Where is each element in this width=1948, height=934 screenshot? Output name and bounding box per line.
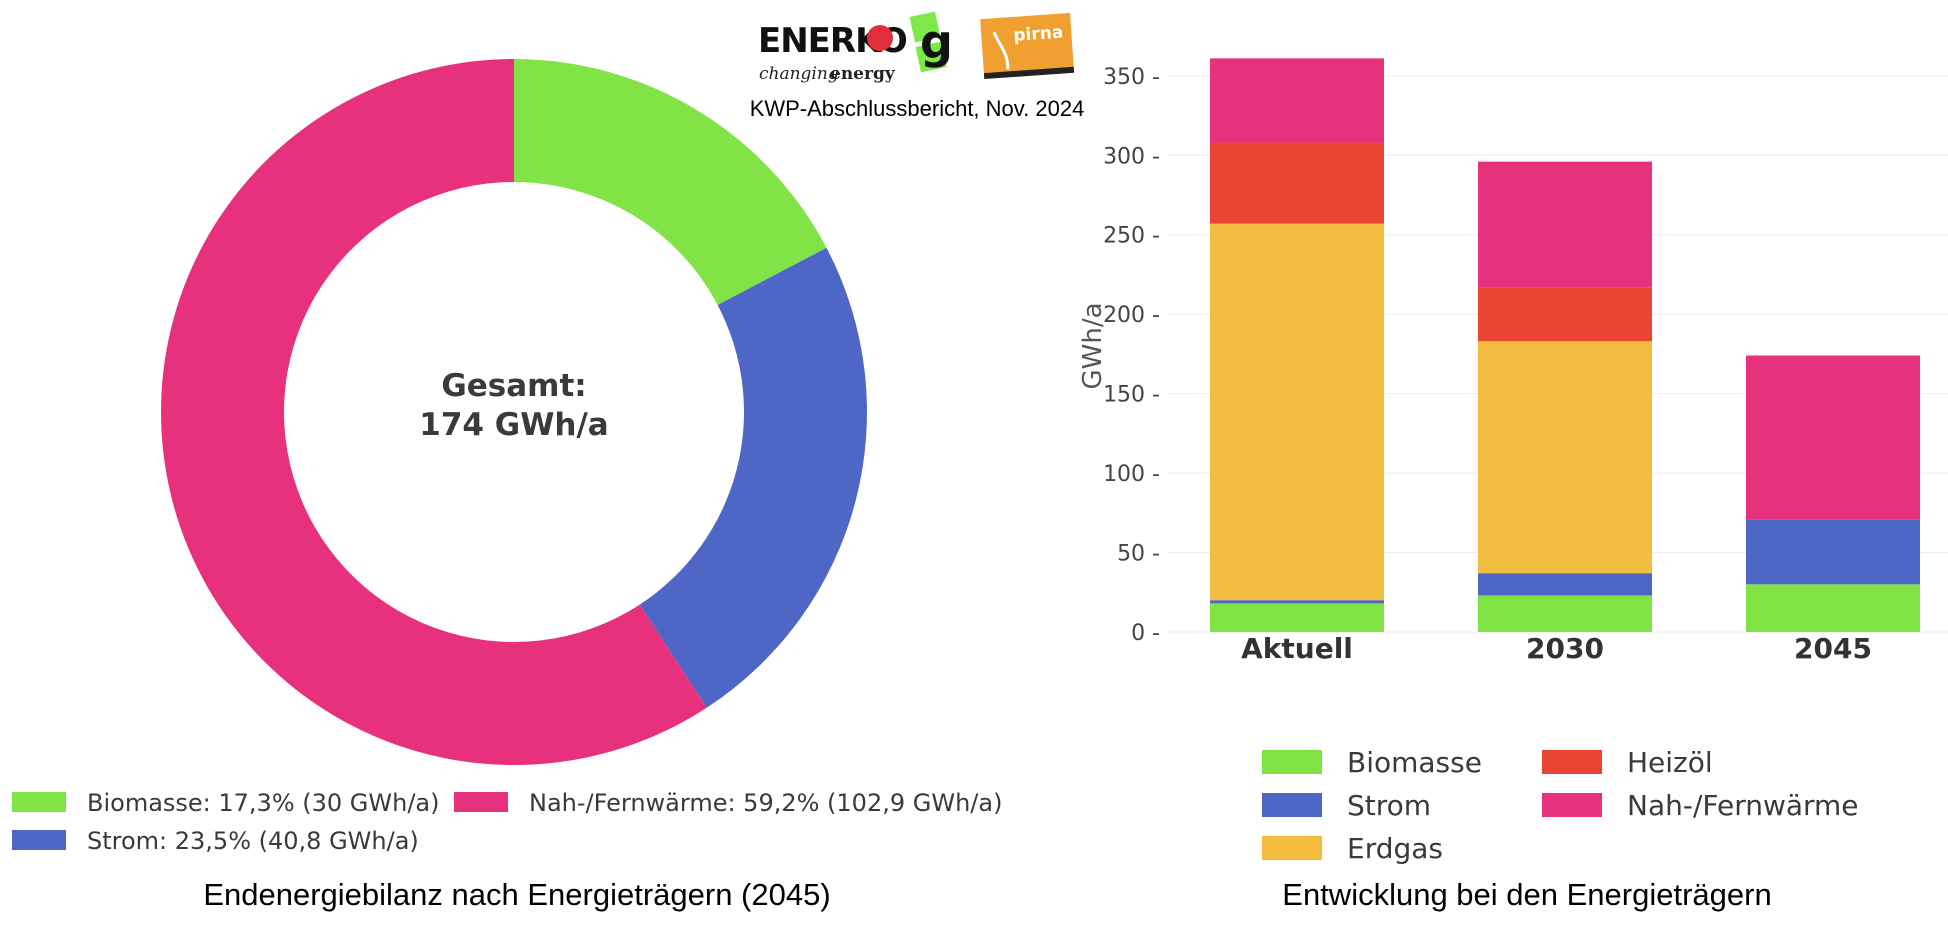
donut-slice-fernwaerme [160,59,707,765]
bar-segment-biomasse [1746,584,1920,632]
y-tick-label: 50 - [1117,542,1160,567]
bar-segment-erdgas [1478,341,1652,574]
y-tick-label: 150 - [1103,383,1160,408]
bar-legend-label-biomasse: Biomasse [1347,746,1482,779]
y-tick-label: 300 - [1103,144,1160,169]
bar-segment-fernwaerme [1478,161,1652,288]
y-tick-label: 100 - [1103,462,1160,487]
x-category-label: 2030 [1526,632,1604,665]
donut-center-label-1: Gesamt: [441,368,586,404]
bar-segment-fernwaerme [1746,355,1920,520]
bar-segment-biomasse [1478,595,1652,632]
bar-segment-biomasse [1210,603,1384,632]
bar-segment-heizoel [1478,287,1652,342]
pirna-logo: pirna [980,12,1075,80]
bar-legend-swatch-strom [1262,793,1322,817]
x-category-label: Aktuell [1241,632,1353,665]
donut-chart [160,59,867,765]
donut-center-label-2: 174 GWh/a [419,407,608,443]
x-category-label: 2045 [1794,632,1872,665]
bar-segment-strom [1210,600,1384,604]
enerko-logo-dot [867,25,893,51]
donut-slice-biomasse [514,59,827,306]
y-tick-label: 200 - [1103,303,1160,328]
donut-caption: Endenergiebilanz nach Energieträgern (20… [203,877,830,912]
pirna-logo-bar [983,66,1075,80]
bar-segment-heizoel [1210,142,1384,224]
y-tick-label: 250 - [1103,224,1160,249]
legend-swatch-strom [12,830,66,850]
pirna-logo-text: pirna [1013,22,1064,45]
bar-chart-categories: Aktuell 2030 2045 [1241,632,1872,665]
bar-chart-caption: Entwicklung bei den Energieträgern [1282,877,1771,912]
bar-legend-swatch-biomasse [1262,750,1322,774]
enerko-logo: ENERKO changing energy [758,21,908,84]
bar-segment-strom [1746,519,1920,585]
bar-legend: Biomasse Strom Erdgas Heizöl Nah-/Fernwä… [1262,746,1859,865]
g-logo: g [909,11,953,73]
g-logo-square-1 [909,11,941,43]
g-logo-square-2 [915,41,947,73]
bar-segment-fernwaerme [1210,58,1384,143]
y-tick-label: 0 - [1131,621,1160,646]
bar-chart-y-ticks: 0 - 50 - 100 - 150 - 200 - 250 - 300 - 350 - [1103,65,1160,646]
bar-legend-swatch-erdgas [1262,836,1322,860]
bar-chart-y-axis-label: GWh/a [1078,302,1108,389]
g-logo-letter: g [920,15,953,69]
bar-legend-label-strom: Strom [1347,789,1431,822]
bar-legend-label-fernwaerme: Nah-/Fernwärme [1627,789,1859,822]
legend-label-fernwaerme: Nah-/Fernwärme: 59,2% (102,9 GWh/a) [529,789,1002,817]
donut-legend: Biomasse: 17,3% (30 GWh/a) Nah-/Fernwärm… [12,789,1002,855]
pirna-logo-box [980,12,1074,78]
bar-legend-swatch-heizoel [1542,750,1602,774]
bar-legend-label-heizoel: Heizöl [1627,746,1713,779]
report-label: KWP-Abschlussbericht, Nov. 2024 [750,96,1085,121]
legend-label-strom: Strom: 23,5% (40,8 GWh/a) [87,827,419,855]
pirna-logo-mark [992,31,1010,70]
legend-swatch-biomasse [12,792,66,812]
bar-segment-erdgas [1210,223,1384,601]
legend-swatch-fernwaerme [454,792,508,812]
donut-slice-strom [639,247,867,708]
bar-legend-swatch-fernwaerme [1542,793,1602,817]
y-tick-label: 350 - [1103,65,1160,90]
bar-chart [1210,58,1920,632]
bar-legend-label-erdgas: Erdgas [1347,832,1443,865]
bar-segment-strom [1478,573,1652,596]
enerko-tagline-1: changing [759,64,839,84]
legend-label-biomasse: Biomasse: 17,3% (30 GWh/a) [87,789,440,817]
enerko-tagline-2: energy [830,64,896,84]
